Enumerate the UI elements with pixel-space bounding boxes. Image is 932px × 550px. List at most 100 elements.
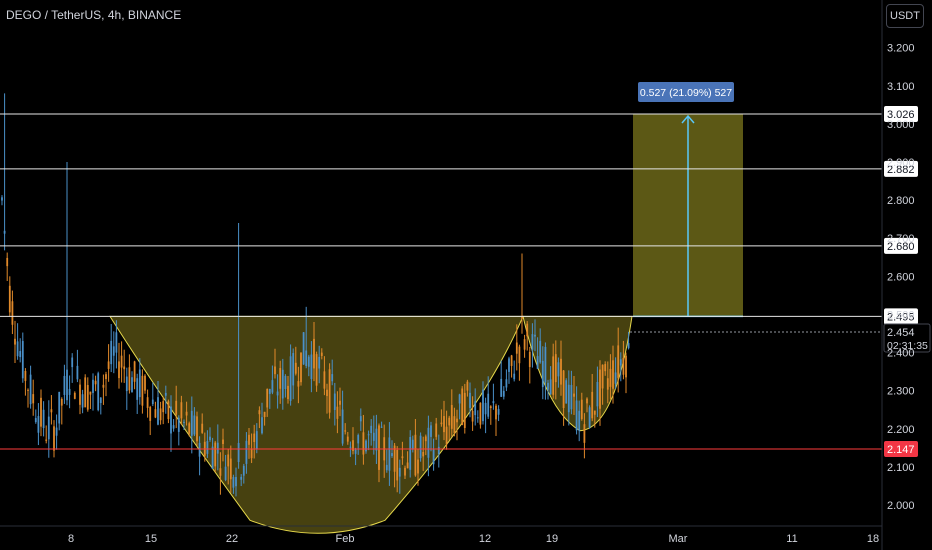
candle-body xyxy=(562,370,565,409)
cup-shape xyxy=(109,315,524,534)
candle-body xyxy=(222,439,224,445)
candle-body xyxy=(196,416,198,442)
candle-body xyxy=(209,436,211,441)
candle-body xyxy=(404,467,406,476)
candle-body xyxy=(242,465,245,476)
candle-body xyxy=(461,388,464,425)
candle-body xyxy=(341,409,344,444)
candle-body xyxy=(255,431,258,449)
candle-body xyxy=(518,346,521,364)
countdown-label: 02:31:35 xyxy=(887,340,928,352)
y-tick-label: 2.600 xyxy=(887,271,915,283)
candle-body xyxy=(99,397,102,404)
candle-body xyxy=(120,355,123,368)
candle-body xyxy=(216,442,219,454)
candle-body xyxy=(453,416,456,434)
candle-body xyxy=(53,426,55,451)
candle-body xyxy=(55,427,58,436)
level-price-label: 2.882 xyxy=(887,164,915,176)
candle-body xyxy=(76,365,79,380)
candle-body xyxy=(612,360,614,389)
candle-body xyxy=(281,369,284,399)
candle-body xyxy=(115,332,118,353)
candle-body xyxy=(339,400,341,405)
candle-body xyxy=(138,369,141,398)
candle-body xyxy=(307,356,310,367)
candle-body xyxy=(484,402,487,415)
candle-body xyxy=(622,357,625,375)
candle-body xyxy=(188,423,191,434)
candle-body xyxy=(492,401,495,404)
candle-body xyxy=(240,476,243,480)
candle-body xyxy=(302,332,305,365)
candle-body xyxy=(110,340,113,365)
candle-body xyxy=(523,339,526,350)
candle-body xyxy=(625,355,627,378)
candle-body xyxy=(237,442,240,462)
candle-body xyxy=(214,442,217,467)
candle-body xyxy=(513,373,516,380)
candle-body xyxy=(385,464,388,471)
candle-body xyxy=(271,380,274,393)
candle-body xyxy=(432,449,435,465)
current-price-label-bg xyxy=(883,323,931,353)
currency-button[interactable]: USDT xyxy=(886,4,924,28)
candle-body xyxy=(248,434,250,445)
candle-body xyxy=(393,445,396,472)
candle-body xyxy=(318,356,321,369)
candle-body xyxy=(313,338,315,369)
candle-body xyxy=(508,358,510,372)
y-tick-label: 2.800 xyxy=(887,195,915,207)
candle-body xyxy=(40,397,42,427)
candle-body xyxy=(424,436,427,442)
candle-body xyxy=(419,435,422,459)
candle-body xyxy=(183,421,185,423)
candle-body xyxy=(320,352,323,357)
candle-body xyxy=(357,435,360,444)
candle-body xyxy=(398,467,401,477)
candle-body xyxy=(227,454,230,467)
candle-body xyxy=(487,393,490,417)
candle-body xyxy=(157,397,159,425)
candle-body xyxy=(274,366,276,375)
y-tick-label: 2.500 xyxy=(887,309,915,321)
candle-body xyxy=(482,389,484,422)
candle-body xyxy=(253,433,256,443)
candle-body xyxy=(92,379,94,393)
x-tick-label: 15 xyxy=(145,533,157,545)
candle-body xyxy=(84,377,87,408)
candle-body xyxy=(32,394,35,404)
candle-body xyxy=(128,367,131,391)
candle-body xyxy=(580,399,583,420)
candle-body xyxy=(151,399,154,405)
y-tick-label: 2.700 xyxy=(887,233,915,245)
candle-body xyxy=(474,401,477,416)
candle-body xyxy=(97,373,100,411)
candle-body xyxy=(352,440,354,451)
candle-body xyxy=(24,371,27,381)
x-tick-label: 11 xyxy=(786,533,797,545)
candle-body xyxy=(489,406,492,408)
candle-body xyxy=(547,382,549,390)
candle-body xyxy=(162,401,165,413)
candle-body xyxy=(71,357,74,368)
candle-body xyxy=(141,375,144,406)
candle-body xyxy=(34,418,37,423)
candle-body xyxy=(136,378,139,400)
candle-body xyxy=(289,356,292,401)
candle-body xyxy=(463,392,466,428)
candle-body xyxy=(1,197,3,201)
candle-body xyxy=(190,410,193,436)
x-tick-label: 22 xyxy=(226,533,238,545)
candle-body xyxy=(164,392,167,396)
support-price-label-bg xyxy=(884,441,918,458)
candle-body xyxy=(235,477,237,487)
candle-body xyxy=(125,376,128,392)
candle-body xyxy=(409,437,412,470)
candle-body xyxy=(346,436,349,442)
candle-body xyxy=(617,345,620,378)
candle-body xyxy=(107,361,110,369)
candle-body xyxy=(284,375,287,389)
